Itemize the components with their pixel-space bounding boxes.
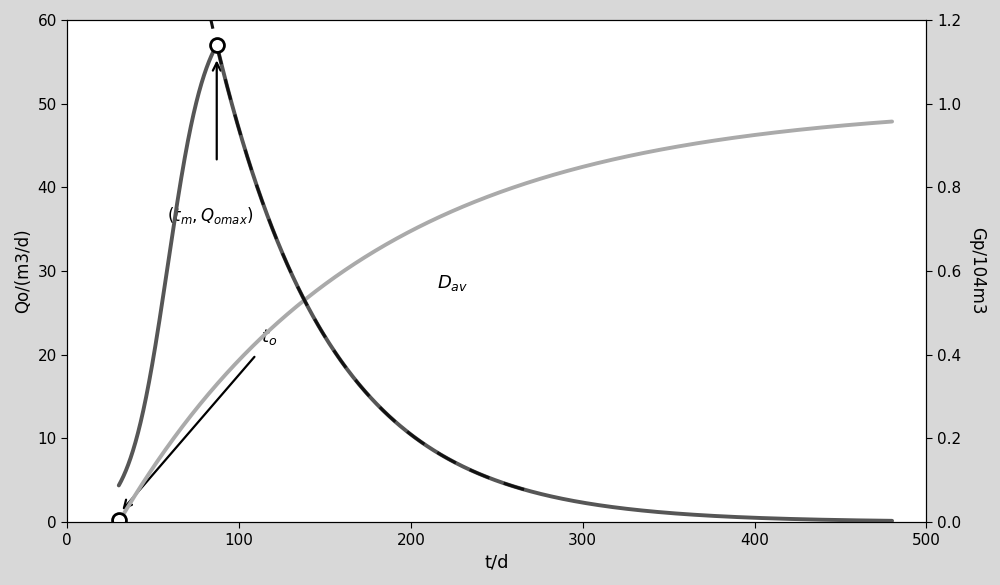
Text: $t_\mathregular{o}$: $t_\mathregular{o}$: [261, 327, 278, 347]
Y-axis label: Qo/(m3/d): Qo/(m3/d): [14, 229, 32, 314]
Y-axis label: Gp/104m3: Gp/104m3: [968, 227, 986, 315]
X-axis label: t/d: t/d: [485, 553, 509, 571]
Text: $(t_\mathregular{m},Q_\mathregular{omax})$: $(t_\mathregular{m},Q_\mathregular{omax}…: [167, 205, 253, 226]
Text: $D_\mathregular{av}$: $D_\mathregular{av}$: [437, 273, 468, 292]
